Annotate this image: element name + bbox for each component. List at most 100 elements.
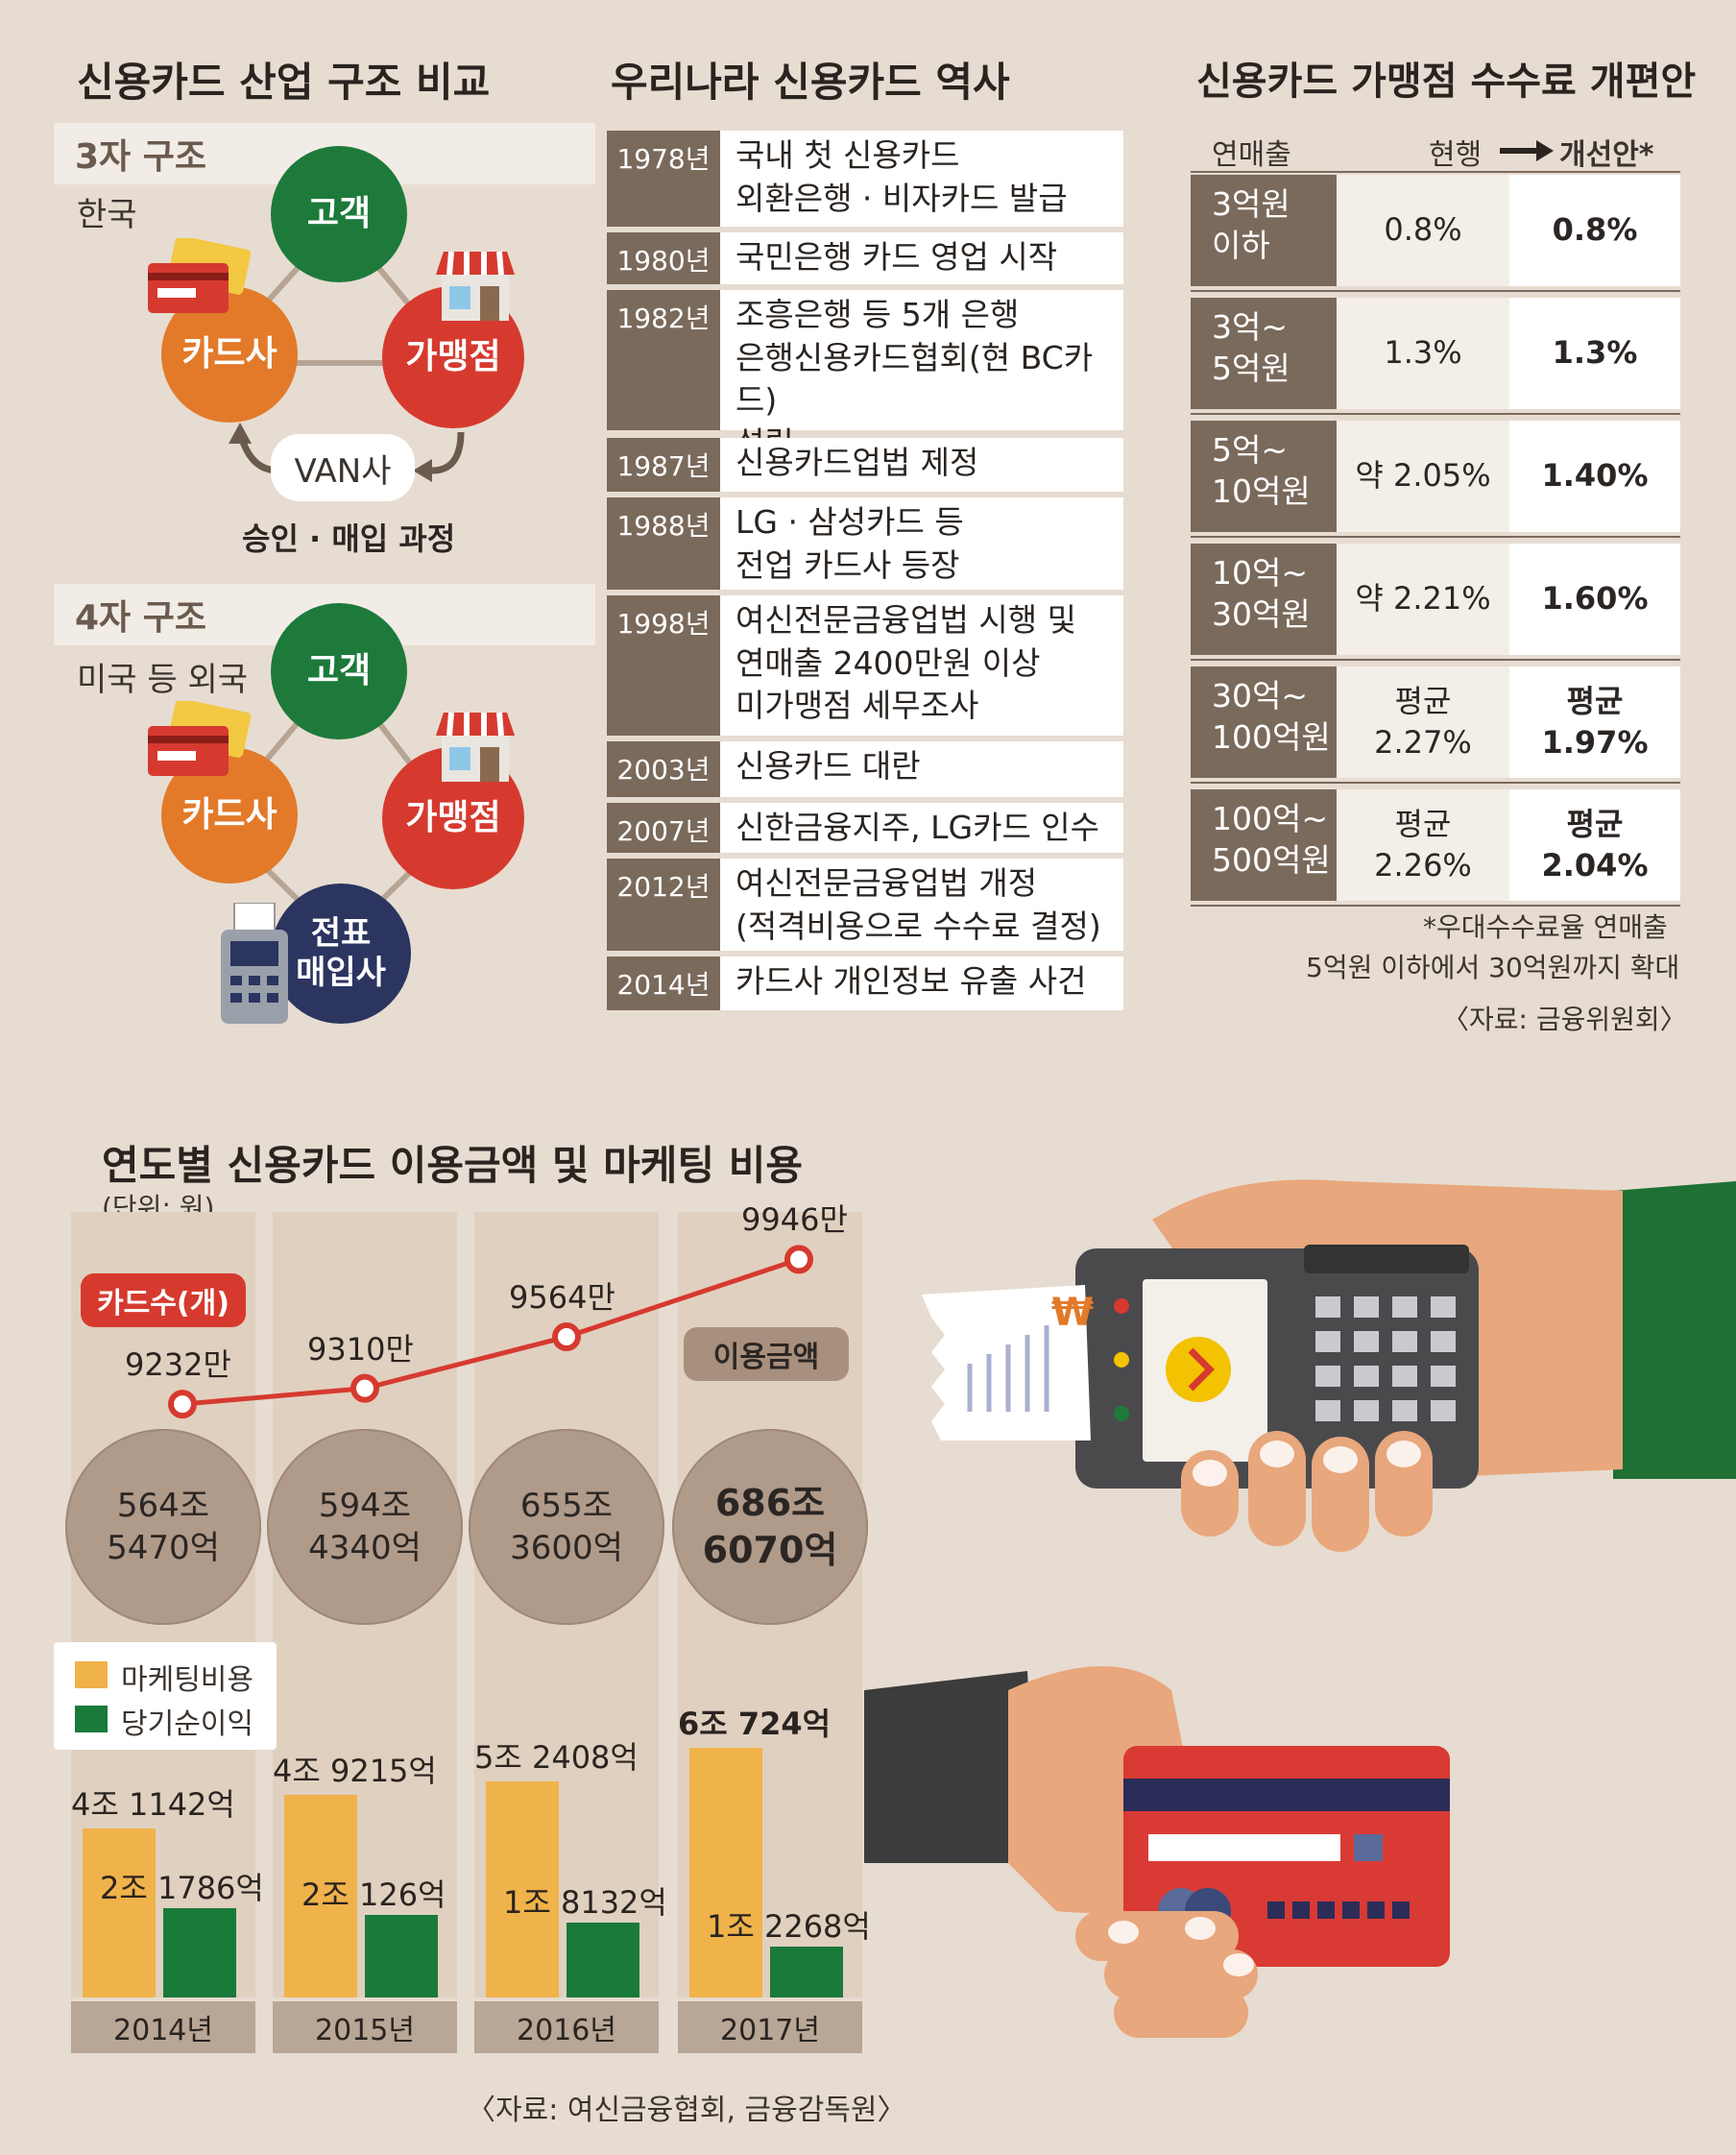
fee-row: 3억원 이하 0.8% 0.8% bbox=[1191, 175, 1680, 286]
usage-label-line: 3600억 bbox=[510, 1529, 623, 1567]
fee-current-text: 2.26% bbox=[1374, 847, 1472, 884]
history-row: 2012년 여신전문금융업법 개정 (적격비용으로 수수료 결정) bbox=[607, 859, 1123, 951]
profit-value-label: 1조 2268억 bbox=[707, 1908, 871, 1946]
card-count-label: 9564만 bbox=[509, 1279, 615, 1317]
card-count-tag: 카드수(개) bbox=[81, 1273, 246, 1327]
history-event: 신한금융지주, LG카드 인수 bbox=[720, 803, 1115, 853]
marketing-bar bbox=[486, 1781, 559, 1998]
history-event-line: 여신전문금융업법 시행 및 bbox=[735, 601, 1076, 639]
structure-title: 신용카드 산업 구조 비교 bbox=[77, 59, 491, 106]
fee-row: 100억~ 500억원 평균 2.26% 평균 2.04% bbox=[1191, 789, 1680, 901]
history-year: 1978년 bbox=[607, 131, 720, 227]
fee-current-text: 0.8% bbox=[1384, 211, 1462, 249]
fee-current: 약 2.05% bbox=[1337, 421, 1509, 532]
history-event-line: 국민은행 카드 영업 시작 bbox=[735, 238, 1058, 276]
usage-bubble: 686조 6070억 bbox=[672, 1429, 868, 1625]
acquirer-node-line2: 매입사 bbox=[296, 954, 386, 992]
usage-label: 686조 6070억 bbox=[703, 1480, 838, 1575]
fee-footnote-2: 5억원 이하에서 30억원까지 확대 bbox=[1306, 952, 1680, 983]
customer-node-4-label: 고객 bbox=[306, 651, 372, 691]
fee-new: 평균 1.97% bbox=[1509, 666, 1680, 778]
usage-label-line: 6070억 bbox=[702, 1529, 838, 1571]
history-year: 1998년 bbox=[607, 595, 720, 736]
marketing-bar bbox=[83, 1828, 156, 1998]
fee-sales-range: 30억~ 100억원 bbox=[1191, 666, 1337, 778]
fee-sales-range-text: 30억~ bbox=[1212, 677, 1309, 714]
fee-new-text: 0.8% bbox=[1552, 211, 1638, 249]
history-event-line: 여신전문금융업법 개정 bbox=[735, 864, 1038, 902]
card-count-line bbox=[181, 1257, 800, 1407]
svg-text:₩: ₩ bbox=[1051, 1291, 1094, 1335]
chart-source: 〈자료: 여신금융협회, 금융감독원〉 bbox=[467, 2094, 906, 2127]
fee-sales-range-text: 100억원 bbox=[1212, 717, 1331, 756]
van-node-label: VAN사 bbox=[294, 451, 392, 491]
fee-sales-range-text: 10억원 bbox=[1212, 472, 1311, 510]
chart-title: 연도별 신용카드 이용금액 및 마케팅 비용 bbox=[102, 1142, 803, 1189]
history-row: 2003년 신용카드 대란 bbox=[607, 741, 1123, 797]
credit-card-icon bbox=[148, 701, 252, 776]
fee-sales-range: 10억~ 30억원 bbox=[1191, 544, 1337, 655]
fee-row-divider bbox=[1191, 905, 1680, 907]
history-event: 여신전문금융업법 시행 및 연매출 2400만원 이상 미가맹점 세무조사 bbox=[720, 595, 1092, 736]
fee-sales-range: 5억~ 10억원 bbox=[1191, 421, 1337, 532]
fee-sales-range: 3억~ 5억원 bbox=[1191, 298, 1337, 409]
usage-bubble: 594조 4340억 bbox=[267, 1429, 463, 1625]
fee-sales-range: 100억~ 500억원 bbox=[1191, 789, 1337, 901]
fee-new-text: 2.04% bbox=[1541, 847, 1649, 884]
history-event-line: 카드사 개인정보 유출 사건 bbox=[735, 962, 1087, 1000]
fee-new-text: 1.3% bbox=[1552, 334, 1638, 372]
legend-label-marketing: 마케팅비용 bbox=[121, 1663, 253, 1697]
legend-swatch-marketing bbox=[75, 1661, 108, 1688]
fee-col-sales: 연매출 bbox=[1212, 138, 1291, 172]
fee-current: 0.8% bbox=[1337, 175, 1509, 286]
fee-new: 0.8% bbox=[1509, 175, 1680, 286]
fee-sales-range-text: 500억원 bbox=[1212, 840, 1331, 879]
profit-value-label: 2조 1786억 bbox=[100, 1869, 264, 1906]
profit-value-label: 2조 126억 bbox=[301, 1876, 446, 1913]
usage-label-line: 5470억 bbox=[107, 1529, 220, 1567]
profit-bar bbox=[365, 1914, 438, 1998]
history-event: 신용카드 대란 bbox=[720, 741, 936, 797]
fee-new-text: 1.97% bbox=[1541, 724, 1649, 761]
fee-row: 5억~ 10억원 약 2.05% 1.40% bbox=[1191, 421, 1680, 532]
fee-sales-range-text: 5억~ bbox=[1212, 431, 1289, 469]
legend-swatch-profit bbox=[75, 1706, 108, 1732]
fee-sales-range-text: 3억원 bbox=[1212, 185, 1290, 223]
fee-sales-range-text: 10억~ bbox=[1212, 554, 1309, 592]
profit-bar bbox=[770, 1947, 843, 1998]
acquirer-node: 전표 매입사 bbox=[271, 884, 411, 1024]
fee-row-divider bbox=[1191, 413, 1680, 415]
history-year: 1987년 bbox=[607, 438, 720, 492]
usage-label: 594조 4340억 bbox=[308, 1485, 422, 1569]
fee-row-divider bbox=[1191, 290, 1680, 292]
history-row: 2007년 신한금융지주, LG카드 인수 bbox=[607, 803, 1123, 853]
credit-card-icon bbox=[148, 238, 252, 313]
fee-current: 1.3% bbox=[1337, 298, 1509, 409]
history-event-line: LG · 삼성카드 등 bbox=[735, 503, 964, 541]
usage-label-line: 4340억 bbox=[308, 1529, 422, 1567]
fee-current-text: 약 2.21% bbox=[1355, 580, 1491, 617]
history-event-line: 전업 카드사 등장 bbox=[735, 545, 960, 584]
history-event-line: 조흥은행 등 5개 은행 bbox=[735, 296, 1020, 333]
history-event-line: 연매출 2400만원 이상 bbox=[735, 643, 1041, 682]
history-event: 국민은행 카드 영업 시작 bbox=[720, 232, 1073, 284]
fee-col-new: 개선안* bbox=[1559, 138, 1654, 172]
card-count-line-chart bbox=[168, 1245, 813, 1419]
fee-row: 10억~ 30억원 약 2.21% 1.60% bbox=[1191, 544, 1680, 655]
history-year: 1980년 bbox=[607, 232, 720, 284]
fee-current-text: 2.27% bbox=[1374, 724, 1472, 761]
fee-current: 약 2.21% bbox=[1337, 544, 1509, 655]
history-row: 1978년 국내 첫 신용카드 외환은행 · 비자카드 발급 bbox=[607, 131, 1123, 227]
four-party-region: 미국 등 외국 bbox=[77, 661, 249, 699]
marketing-bar bbox=[689, 1747, 762, 1998]
van-node: VAN사 bbox=[271, 434, 415, 501]
profit-value-label: 1조 8132억 bbox=[503, 1884, 667, 1922]
fee-sales-range: 3억원 이하 bbox=[1191, 175, 1337, 286]
usage-label-line: 594조 bbox=[318, 1486, 412, 1525]
store-icon bbox=[436, 712, 515, 782]
usage-tag: 이용금액 bbox=[684, 1327, 849, 1381]
fee-col-current: 현행 bbox=[1429, 138, 1483, 172]
usage-label: 655조 3600억 bbox=[510, 1485, 623, 1569]
